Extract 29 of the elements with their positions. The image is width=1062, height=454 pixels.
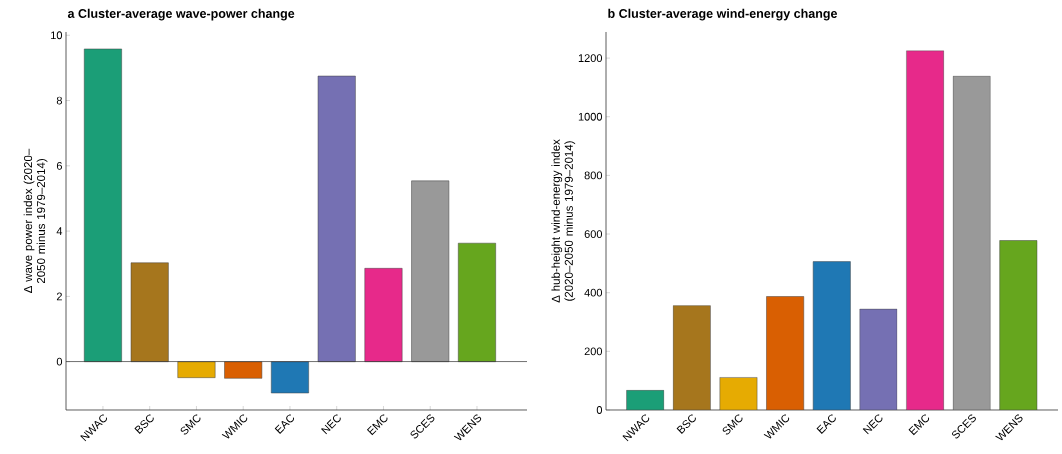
y-tick-label: 0 [56, 357, 63, 366]
y-axis-title: Δ wave power index (2020–2050 minus 1979–2014) [23, 148, 48, 293]
y-tick-label: 8 [56, 96, 62, 105]
y-tick-label: 600 [584, 230, 603, 238]
bar [177, 361, 216, 378]
bar [364, 268, 403, 362]
y-tick-label: 400 [584, 288, 603, 297]
y-tick-label: 1000 [578, 112, 603, 121]
y-tick-label: 800 [584, 171, 603, 180]
bar [952, 76, 991, 410]
y-tick-label: 2 [56, 292, 62, 301]
bar [84, 48, 122, 362]
chart-title: a Cluster-average wave-power change [67, 8, 295, 21]
y-tick-label: 4 [56, 227, 63, 235]
y-axis-title: Δ hub-height wind-energy index (2020–2050 minus 1979–2014) [551, 139, 576, 303]
bar [317, 75, 356, 362]
y-tick-label: 0 [596, 406, 603, 414]
bar [224, 361, 263, 379]
bar [411, 180, 450, 362]
bar [458, 242, 496, 362]
y-tick-label: 6 [56, 161, 62, 170]
chart-title: b Cluster-average wind-energy change [608, 8, 838, 21]
bar [271, 361, 309, 394]
bar [130, 262, 169, 362]
y-tick-label: 10 [51, 31, 63, 40]
bar [999, 240, 1038, 410]
y-tick-label: 1200 [578, 54, 603, 62]
y-tick-label: 200 [584, 347, 603, 356]
bar [859, 308, 898, 410]
